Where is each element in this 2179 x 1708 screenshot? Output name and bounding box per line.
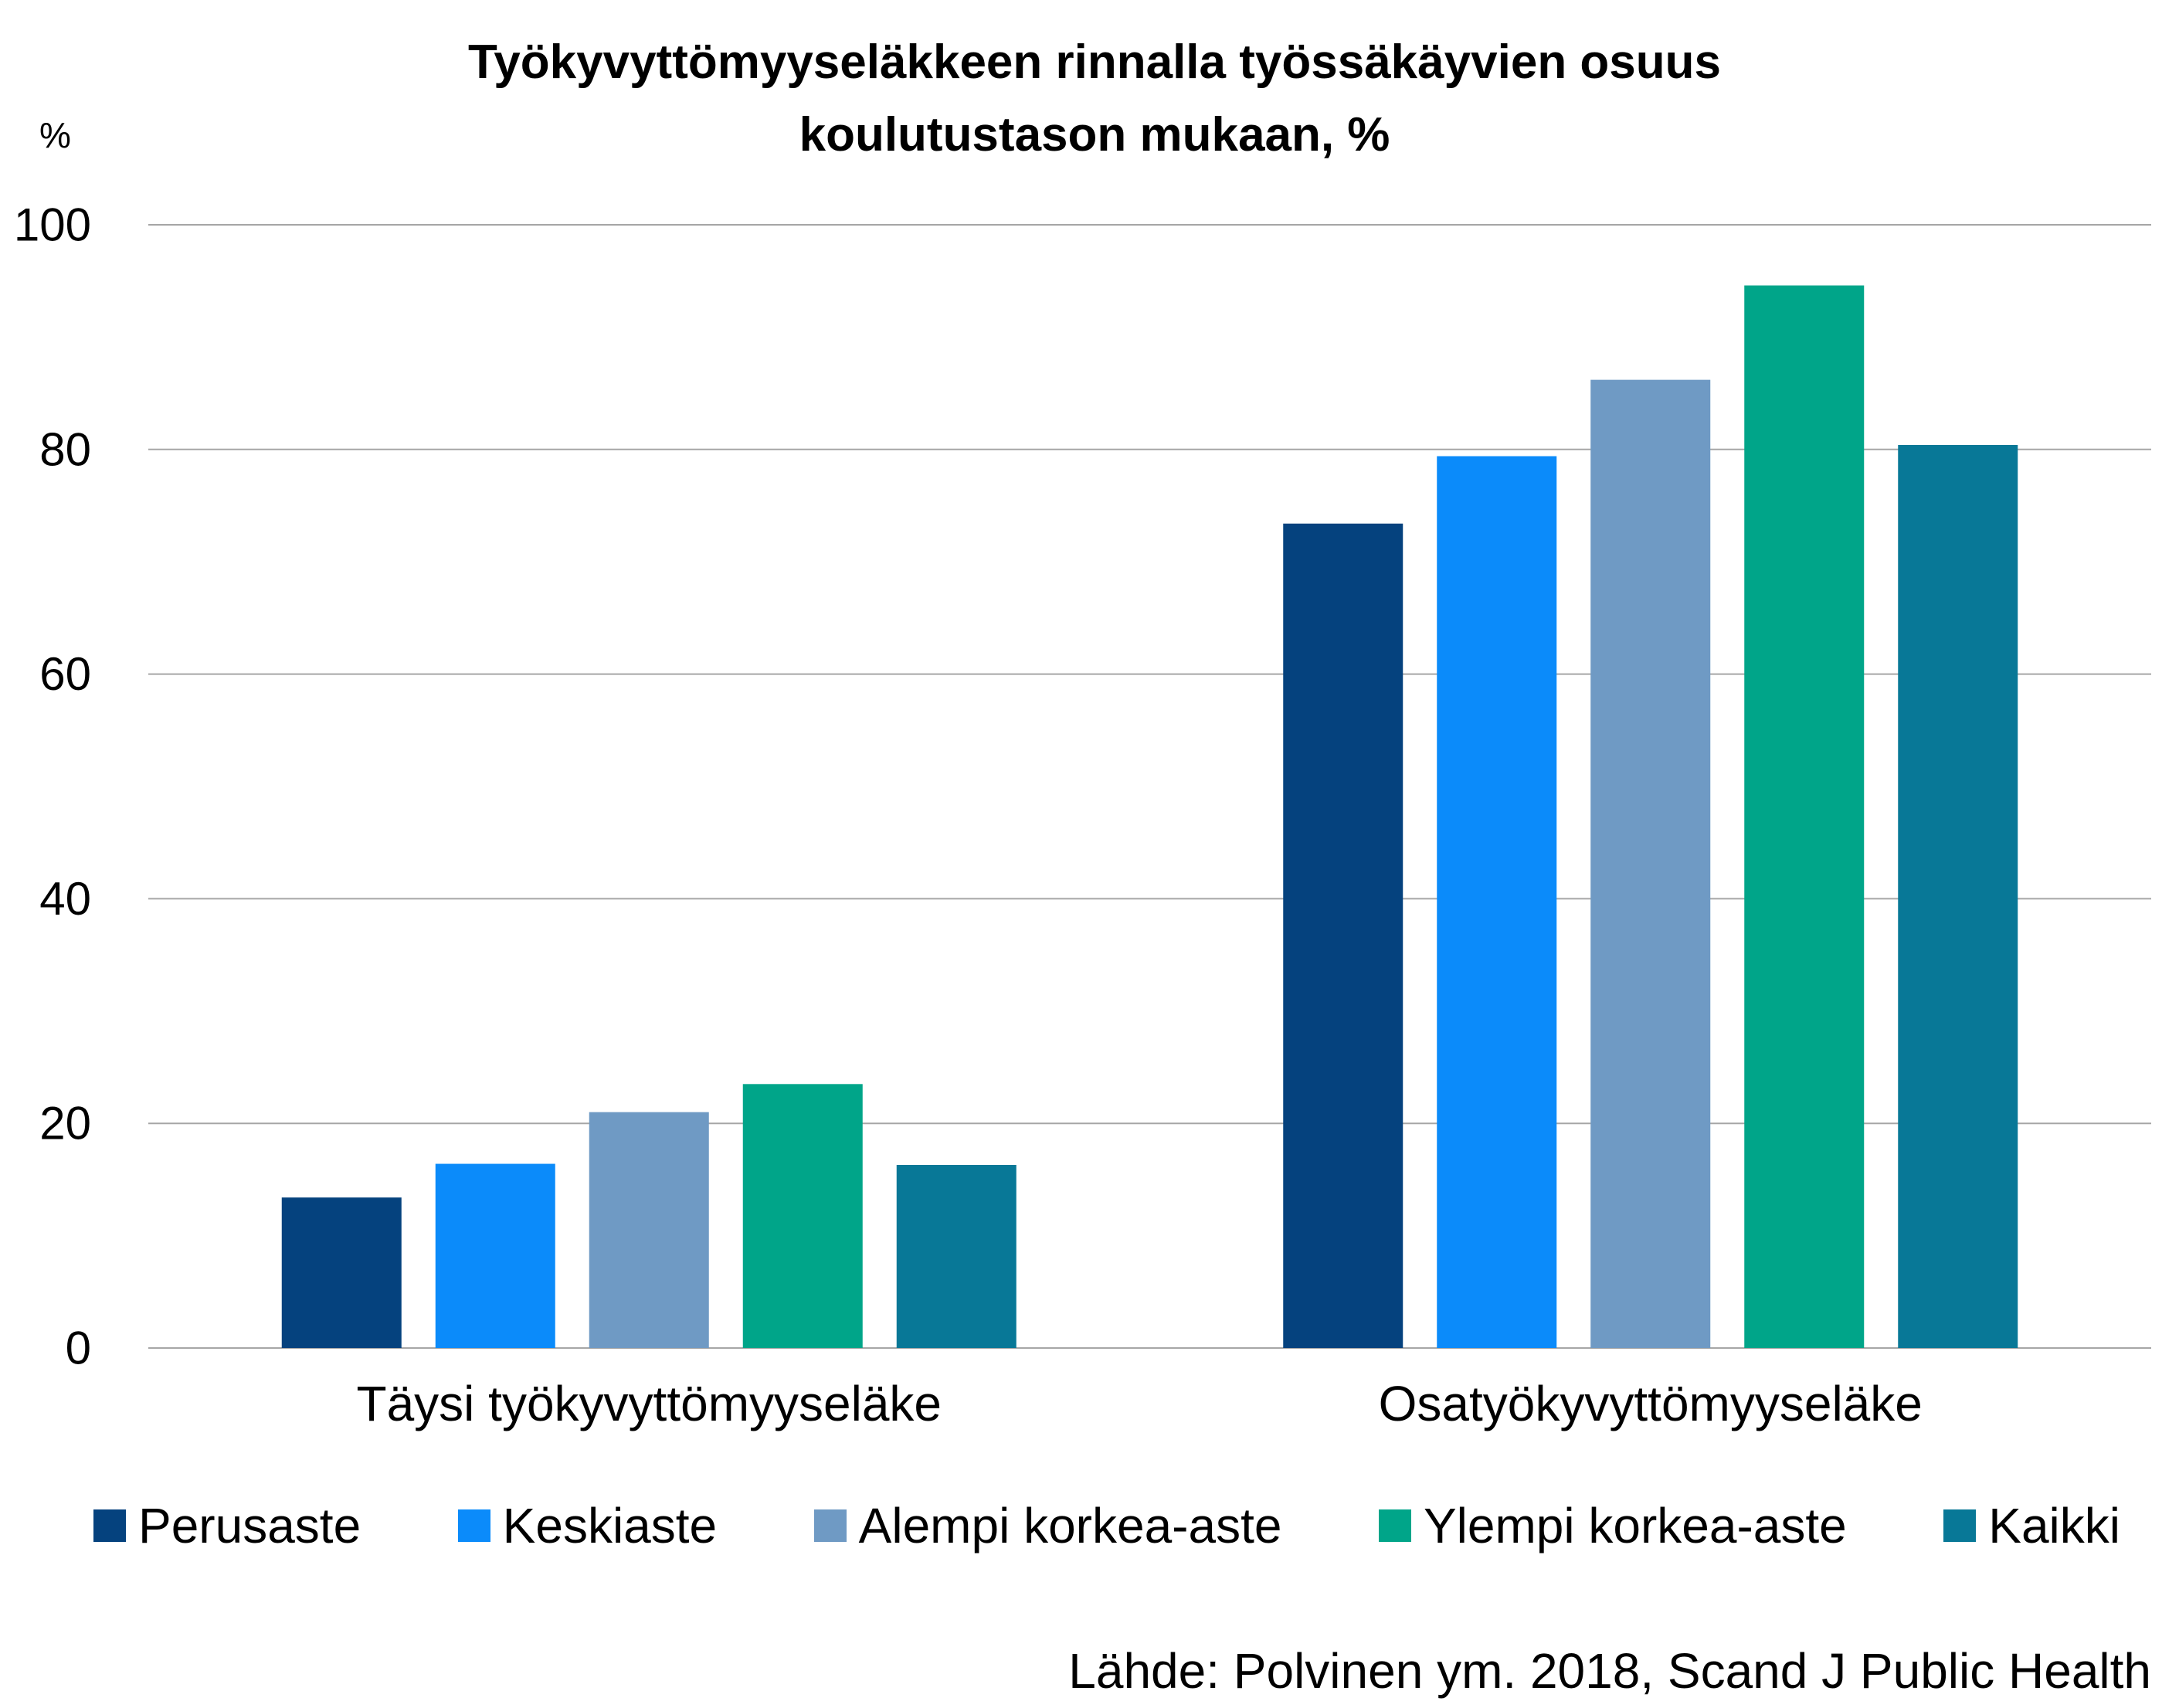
chart-title-container: Työkyvyttömyyseläkkeen rinnalla työssäkä… bbox=[10, 26, 2179, 171]
legend-label: Keskiaste bbox=[502, 1498, 718, 1553]
category-label-osatyokyvyttomyyselake: Osatyökyvyttömyyseläke bbox=[1379, 1376, 1923, 1431]
legend-item-ylempi-korkea-aste: Ylempi korkea-aste bbox=[1378, 1495, 1847, 1557]
bars bbox=[281, 285, 2018, 1349]
bar-alempi-korkea-aste-taysi-tyokyvyttomyyselake bbox=[589, 1112, 709, 1348]
bar-ylempi-korkea-aste-osatyokyvyttomyyselake bbox=[1744, 285, 1865, 1348]
legend-item-kaikki: Kaikki bbox=[1943, 1495, 2120, 1557]
legend-swatch bbox=[1943, 1509, 1977, 1542]
bar-perusaste-taysi-tyokyvyttomyyselake bbox=[281, 1197, 402, 1348]
y-tick-label: 80 bbox=[39, 423, 91, 475]
legend-swatch bbox=[93, 1509, 126, 1542]
legend-label: Alempi korkea-aste bbox=[858, 1498, 1282, 1553]
legend-item-perusaste: Perusaste bbox=[93, 1495, 361, 1557]
y-axis-ticks: 0 20 40 60 80 100 bbox=[14, 199, 91, 1374]
y-tick-label: 0 bbox=[66, 1323, 91, 1374]
bar-keskiaste-osatyokyvyttomyyselake bbox=[1437, 456, 1557, 1349]
legend-label: Perusaste bbox=[138, 1498, 361, 1553]
legend-label: Kaikki bbox=[1988, 1498, 2120, 1553]
y-tick-label: 40 bbox=[39, 873, 91, 925]
y-tick-label: 100 bbox=[14, 199, 91, 251]
bar-kaikki-taysi-tyokyvyttomyyselake bbox=[896, 1164, 1017, 1348]
y-axis-unit-label: % bbox=[39, 115, 71, 155]
bar-keskiaste-taysi-tyokyvyttomyyselake bbox=[435, 1163, 555, 1348]
legend: Perusaste Keskiaste Alempi korkea-aste Y… bbox=[93, 1495, 2120, 1557]
legend-swatch bbox=[457, 1509, 490, 1542]
bar-ylempi-korkea-aste-taysi-tyokyvyttomyyselake bbox=[742, 1084, 863, 1348]
legend-swatch bbox=[813, 1509, 847, 1542]
bar-kaikki-osatyokyvyttomyyselake bbox=[1898, 444, 2018, 1348]
chart-title: Työkyvyttömyyseläkkeen rinnalla työssäkä… bbox=[468, 36, 1721, 161]
category-label-taysi-tyokyvyttomyyselake: Täysi työkyvyttömyyseläke bbox=[356, 1376, 942, 1431]
x-axis-categories: Täysi työkyvyttömyyseläke Osatyökyvyttömy… bbox=[356, 1376, 1922, 1431]
source-note: Lähde: Polvinen ym. 2018, Scand J Public… bbox=[1068, 1643, 2151, 1699]
legend-label: Ylempi korkea-aste bbox=[1423, 1498, 1847, 1553]
bar-alempi-korkea-aste-osatyokyvyttomyyselake bbox=[1590, 379, 1711, 1349]
bar-perusaste-osatyokyvyttomyyselake bbox=[1283, 523, 1403, 1349]
y-tick-label: 60 bbox=[39, 648, 91, 700]
legend-swatch bbox=[1378, 1509, 1411, 1542]
y-tick-label: 20 bbox=[39, 1098, 91, 1149]
legend-item-keskiaste: Keskiaste bbox=[457, 1495, 718, 1557]
legend-item-alempi-korkea-aste: Alempi korkea-aste bbox=[813, 1495, 1282, 1557]
